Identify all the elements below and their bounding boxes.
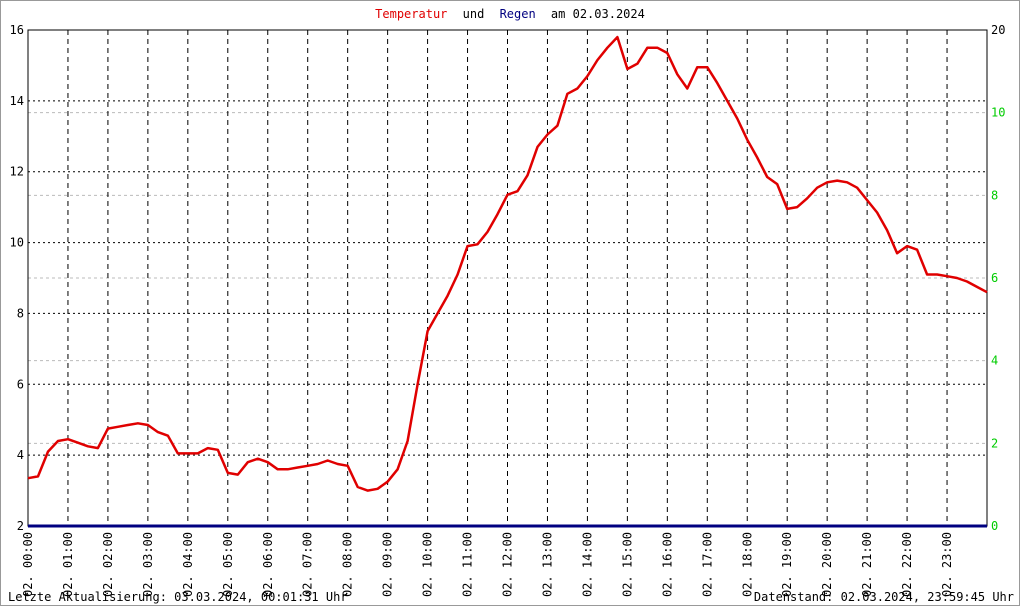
y2-tick-label: 6 — [991, 271, 998, 285]
x-tick-label: 02. 03:00 — [141, 532, 155, 597]
x-tick-label: 02. 20:00 — [820, 532, 834, 597]
x-tick-label: 02. 21:00 — [860, 532, 874, 597]
x-tick-label: 02. 05:00 — [221, 532, 235, 597]
footer-right: Datenstand: 02.03.2024, 23:59:45 Uhr — [754, 590, 1014, 604]
x-tick-label: 02. 01:00 — [61, 532, 75, 597]
x-tick-label: 02. 04:00 — [181, 532, 195, 597]
x-tick-label: 02. 16:00 — [660, 532, 674, 597]
x-tick-label: 02. 18:00 — [740, 532, 754, 597]
chart-title: Temperatur und Regen am 02.03.2024 — [375, 7, 645, 21]
x-tick-label: 02. 12:00 — [501, 532, 515, 597]
y-tick-label: 2 — [17, 519, 24, 533]
title-rain: Regen — [500, 7, 536, 21]
x-tick-label: 02. 10:00 — [421, 532, 435, 597]
x-tick-label: 02. 02:00 — [101, 532, 115, 597]
x-tick-label: 02. 19:00 — [780, 532, 794, 597]
y2-top-label: 20 — [991, 23, 1005, 37]
title-date: am 02.03.2024 — [551, 7, 645, 21]
y-tick-label: 4 — [17, 448, 24, 462]
series-line — [27, 35, 988, 492]
y2-tick-label: 2 — [991, 436, 998, 450]
x-tick-label: 02. 22:00 — [900, 532, 914, 597]
x-tick-label: 02. 23:00 — [940, 532, 954, 597]
y2-tick-label: 8 — [991, 188, 998, 202]
y-tick-label: 6 — [17, 377, 24, 391]
y-tick-label: 14 — [10, 94, 24, 108]
x-tick-label: 02. 14:00 — [580, 532, 594, 597]
x-tick-label: 02. 17:00 — [700, 532, 714, 597]
y-tick-label: 8 — [17, 306, 24, 320]
x-tick-label: 02. 07:00 — [301, 532, 315, 597]
x-tick-label: 02. 09:00 — [381, 532, 395, 597]
x-tick-label: 02. 13:00 — [540, 532, 554, 597]
y-tick-label: 10 — [10, 236, 24, 250]
x-tick-label: 02. 06:00 — [261, 532, 275, 597]
y2-tick-label: 10 — [991, 106, 1005, 120]
footer-left: Letzte Aktualisierung: 03.03.2024, 00:01… — [8, 590, 348, 604]
y-tick-label: 12 — [10, 165, 24, 179]
title-temperature: Temperatur — [375, 7, 447, 21]
x-tick-label: 02. 11:00 — [461, 532, 475, 597]
title-and: und — [463, 7, 485, 21]
y-tick-label: 16 — [10, 23, 24, 37]
y2-tick-label: 4 — [991, 354, 998, 368]
x-tick-label: 02. 08:00 — [341, 532, 355, 597]
x-tick-label: 02. 00:00 — [21, 532, 35, 597]
x-tick-label: 02. 15:00 — [620, 532, 634, 597]
y2-tick-label: 0 — [991, 519, 998, 533]
